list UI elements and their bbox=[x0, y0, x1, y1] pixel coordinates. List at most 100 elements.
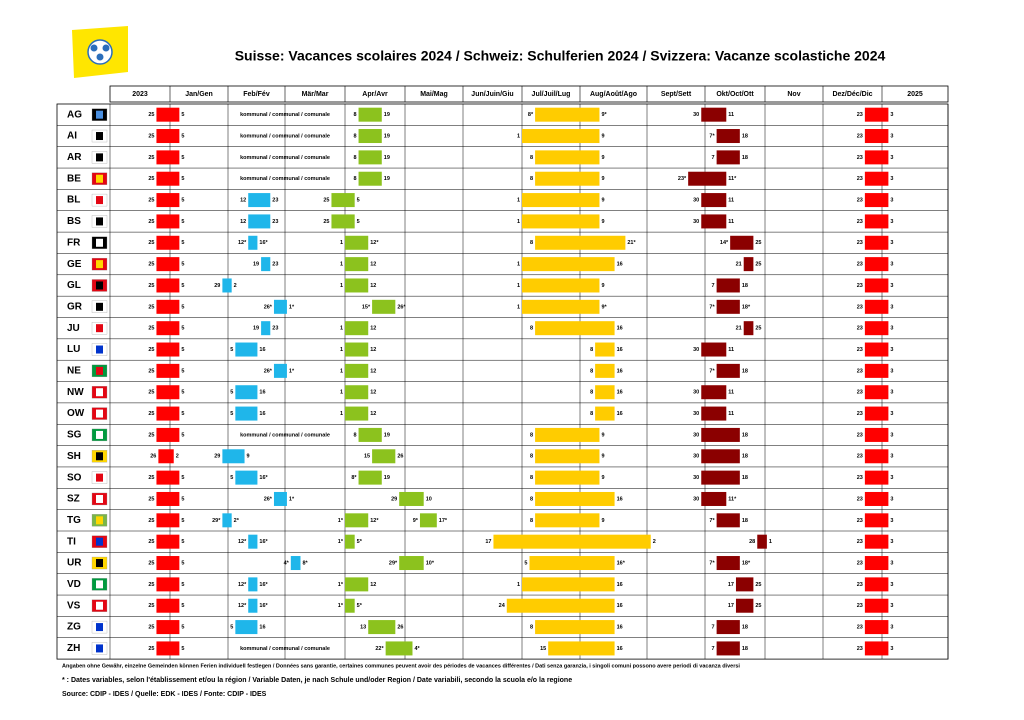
vacation-bar bbox=[535, 449, 600, 464]
vacation-bar bbox=[595, 385, 615, 400]
end-label: 16* bbox=[259, 603, 268, 609]
vacation-bar bbox=[222, 449, 245, 464]
vacation-bar bbox=[864, 214, 889, 229]
start-label: 19 bbox=[253, 326, 259, 332]
vacation-bar bbox=[493, 534, 651, 549]
vacation-bar bbox=[156, 257, 180, 272]
vacation-bar bbox=[372, 299, 396, 314]
start-label: 30 bbox=[693, 475, 699, 481]
start-label: 5 bbox=[524, 560, 527, 566]
vacation-bar bbox=[248, 577, 258, 592]
end-label: 1* bbox=[289, 368, 295, 374]
end-label: 3 bbox=[890, 539, 893, 545]
start-label: 24 bbox=[499, 603, 506, 609]
vacation-bar bbox=[743, 321, 754, 336]
start-label: 25 bbox=[148, 347, 154, 353]
start-label: 25 bbox=[148, 582, 154, 588]
vacation-bar bbox=[864, 257, 889, 272]
vacation-bar bbox=[368, 620, 396, 635]
vacation-bar bbox=[864, 171, 889, 186]
end-label: 5 bbox=[357, 219, 360, 225]
end-label: 3 bbox=[890, 262, 893, 268]
vacation-bar bbox=[864, 299, 889, 314]
end-label: 11 bbox=[728, 390, 734, 396]
start-label: 1 bbox=[517, 283, 520, 289]
end-label: 16 bbox=[617, 646, 623, 652]
start-label: 19 bbox=[253, 262, 259, 268]
end-label: 5 bbox=[181, 390, 184, 396]
canton-code: OW bbox=[67, 408, 85, 419]
end-label: 11 bbox=[728, 411, 734, 417]
vacation-bar bbox=[156, 406, 180, 421]
vacation-bar bbox=[506, 598, 615, 613]
end-label: 12* bbox=[370, 240, 379, 246]
end-label: 3 bbox=[890, 625, 893, 631]
start-label: 7* bbox=[709, 304, 715, 310]
end-label: 12* bbox=[370, 518, 379, 524]
start-label: 23 bbox=[857, 347, 863, 353]
end-label: 5 bbox=[181, 625, 184, 631]
start-label: 13 bbox=[360, 625, 366, 631]
end-label: 5 bbox=[181, 283, 184, 289]
end-label: 16* bbox=[259, 582, 268, 588]
start-label: 29 bbox=[214, 283, 220, 289]
start-label: 8 bbox=[530, 496, 533, 502]
flag-detail bbox=[96, 644, 103, 653]
vacation-bar bbox=[235, 620, 258, 635]
end-label: 16* bbox=[259, 475, 268, 481]
start-label: 12* bbox=[238, 603, 247, 609]
flag-detail bbox=[96, 559, 103, 568]
end-label: 3 bbox=[890, 454, 893, 460]
start-label: 23 bbox=[857, 475, 863, 481]
vacation-bar bbox=[535, 321, 615, 336]
flag-detail bbox=[96, 302, 103, 311]
vacation-bar bbox=[522, 299, 600, 314]
start-label: 8 bbox=[530, 176, 533, 182]
vacation-bar bbox=[156, 556, 180, 571]
vacation-bar bbox=[235, 385, 258, 400]
start-label: 8 bbox=[530, 475, 533, 481]
vacation-bar bbox=[399, 491, 424, 506]
column-header: Nov bbox=[787, 91, 800, 98]
end-label: 3 bbox=[890, 560, 893, 566]
end-label: 5 bbox=[181, 582, 184, 588]
column-header: Mai/Mag bbox=[420, 91, 448, 98]
flag-detail bbox=[96, 494, 103, 503]
start-label: 1* bbox=[338, 582, 344, 588]
end-label: 2 bbox=[234, 283, 237, 289]
end-label: 16 bbox=[617, 326, 623, 332]
vacation-bar bbox=[522, 214, 600, 229]
start-label: 21 bbox=[736, 262, 742, 268]
end-label: 16 bbox=[617, 347, 623, 353]
start-label: 25 bbox=[148, 411, 154, 417]
start-label: 23 bbox=[857, 368, 863, 374]
flag-detail bbox=[96, 580, 103, 589]
flag-detail bbox=[96, 132, 103, 141]
column-header: Sept/Sett bbox=[661, 91, 692, 98]
start-label: 5 bbox=[230, 390, 233, 396]
vacation-bar bbox=[864, 129, 889, 144]
start-label: 8 bbox=[530, 155, 533, 161]
end-label: 11 bbox=[728, 347, 734, 353]
vacation-bar bbox=[156, 534, 180, 549]
end-label: 16* bbox=[617, 560, 626, 566]
flag-detail bbox=[96, 217, 103, 226]
end-label: 5 bbox=[181, 411, 184, 417]
start-label: 25 bbox=[148, 496, 154, 502]
vacation-bar bbox=[248, 534, 258, 549]
end-label: 2* bbox=[234, 518, 240, 524]
start-label: 7 bbox=[712, 283, 715, 289]
note: kommunal / communal / comunale bbox=[240, 176, 330, 182]
vacation-bar bbox=[864, 620, 889, 635]
end-label: 18 bbox=[742, 155, 748, 161]
start-label: 4* bbox=[284, 560, 290, 566]
note: kommunal / communal / comunale bbox=[240, 133, 330, 139]
flag-detail bbox=[96, 174, 103, 183]
vacation-bar bbox=[864, 598, 889, 613]
start-label: 23 bbox=[857, 240, 863, 246]
start-label: 25 bbox=[148, 368, 154, 374]
vacation-bar bbox=[522, 257, 615, 272]
flag-detail bbox=[96, 516, 103, 525]
end-label: 3 bbox=[890, 133, 893, 139]
end-label: 16 bbox=[617, 496, 623, 502]
